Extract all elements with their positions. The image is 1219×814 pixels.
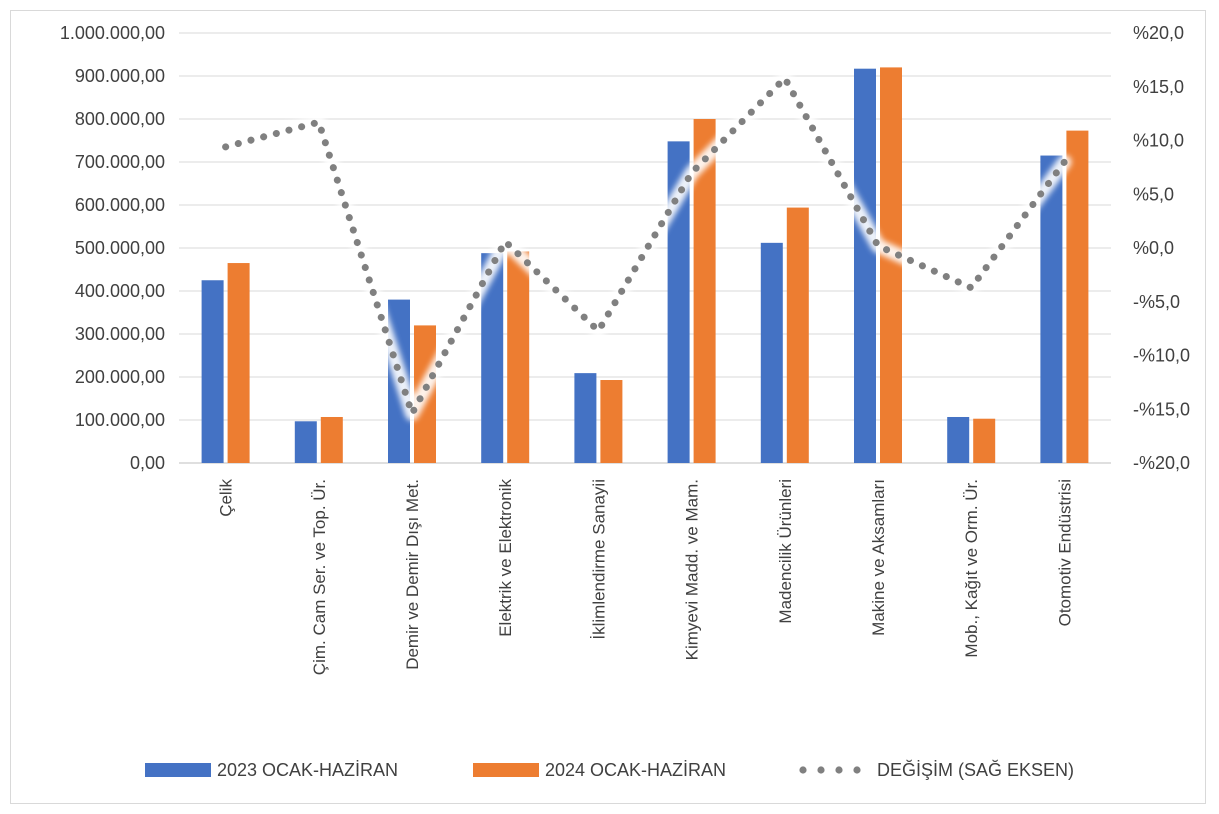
legend-label: 2023 OCAK-HAZİRAN: [217, 760, 398, 780]
left-tick-label: 300.000,00: [75, 324, 165, 344]
right-tick-label: %0,0: [1133, 238, 1174, 258]
right-tick-label: %20,0: [1133, 23, 1184, 43]
right-tick-label: -%20,0: [1133, 453, 1190, 473]
legend-swatch-dot: [817, 766, 825, 774]
right-tick-label: -%15,0: [1133, 399, 1190, 419]
left-tick-label: 0,00: [130, 453, 165, 473]
left-tick-label: 100.000,00: [75, 410, 165, 430]
change-line: [218, 71, 1072, 421]
bar-2024: [227, 263, 250, 463]
bar-2024: [320, 416, 343, 463]
right-tick-label: %10,0: [1133, 131, 1184, 151]
legend-item: 2024 OCAK-HAZİRAN: [473, 760, 726, 780]
bar-2023: [201, 280, 224, 463]
bar-2024: [973, 418, 996, 463]
combo-chart: 0,00 100.000,00 200.000,00 300.000,00 400.00…: [60, 23, 1190, 780]
bar-2024: [1066, 130, 1089, 464]
legend-label: 2024 OCAK-HAZİRAN: [545, 760, 726, 780]
category-label: Otomotiv Endüstrisi: [1055, 479, 1074, 626]
bars: [201, 67, 1089, 464]
bar-2023: [947, 416, 970, 463]
category-label: Demir ve Demir Dışı Met.: [403, 479, 422, 670]
right-tick-label: %5,0: [1133, 184, 1174, 204]
left-tick-label: 400.000,00: [75, 281, 165, 301]
legend-label: DEĞİŞİM (SAĞ EKSEN): [877, 759, 1074, 780]
right-tick-label: %15,0: [1133, 77, 1184, 97]
left-tick-label: 1.000.000,00: [60, 23, 165, 43]
right-axis: -%20,0 -%15,0 -%10,0 -%5,0 %0,0 %5,0 %10,0 %15,…: [1133, 23, 1190, 473]
category-label: Çelik: [217, 479, 236, 517]
left-tick-label: 500.000,00: [75, 238, 165, 258]
legend-swatch-dot: [853, 766, 861, 774]
legend-swatch: [473, 763, 539, 777]
left-tick-label: 700.000,00: [75, 152, 165, 172]
legend-item: DEĞİŞİM (SAĞ EKSEN): [799, 759, 1074, 780]
left-tick-label: 800.000,00: [75, 109, 165, 129]
bar-2023: [854, 68, 876, 463]
chart-frame: 0,00 100.000,00 200.000,00 300.000,00 400.00…: [10, 10, 1206, 804]
left-axis: 0,00 100.000,00 200.000,00 300.000,00 400.00…: [60, 23, 165, 473]
category-label: Mob., Kağıt ve Orm. Ür.: [962, 479, 981, 658]
right-tick-label: -%10,0: [1133, 346, 1190, 366]
bar-2023: [294, 421, 317, 463]
change-line-path: [222, 74, 1068, 418]
category-label: Madencilik Ürünleri: [776, 479, 795, 624]
category-label: Elektrik ve Elektronik: [496, 479, 515, 637]
category-axis: Çelik Çim. Cam Ser. ve Top. Ür. Demir ve D…: [217, 479, 1075, 676]
bar-2023: [481, 253, 504, 463]
right-tick-label: -%5,0: [1133, 292, 1180, 312]
bar-2024: [880, 67, 902, 464]
legend-swatch-dot: [835, 766, 843, 774]
legend-swatch-dot: [799, 766, 807, 774]
bar-2023: [760, 242, 783, 463]
bar-2023: [1040, 155, 1063, 464]
legend-swatch: [145, 763, 211, 777]
bar-2024: [693, 119, 716, 463]
left-tick-label: 200.000,00: [75, 367, 165, 387]
bar-2024: [507, 251, 530, 463]
left-tick-label: 900.000,00: [75, 66, 165, 86]
category-label: Kimyevi Madd. ve Mam.: [683, 479, 702, 660]
left-tick-label: 600.000,00: [75, 195, 165, 215]
category-label: İklimlendirme Sanayii: [589, 479, 608, 640]
category-label: Çim. Cam Ser. ve Top. Ür.: [310, 479, 329, 675]
category-label: Makine ve Aksamları: [869, 479, 888, 636]
bar-2024: [786, 207, 809, 463]
legend-item: 2023 OCAK-HAZİRAN: [145, 760, 398, 780]
bar-2024: [600, 380, 623, 463]
legend: 2023 OCAK-HAZİRAN 2024 OCAK-HAZİRAN DEĞİŞİ…: [145, 759, 1074, 780]
bar-2023: [667, 141, 690, 464]
bar-2023: [574, 373, 597, 463]
